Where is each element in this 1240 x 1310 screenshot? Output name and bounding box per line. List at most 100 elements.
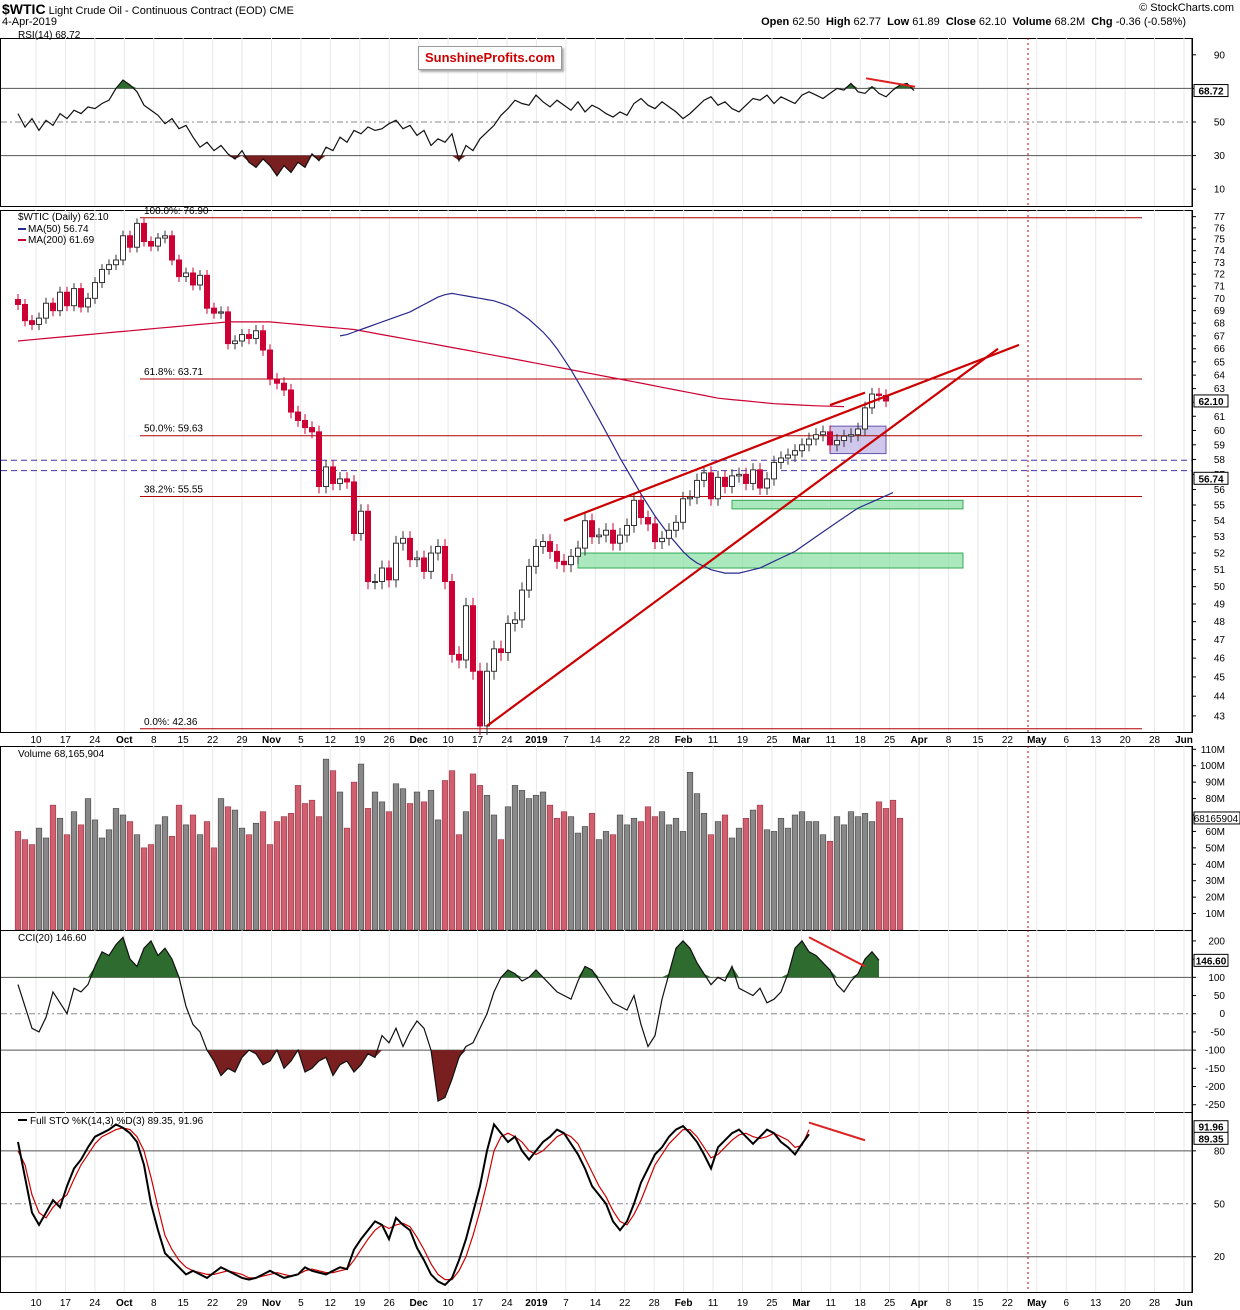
candle-body [302, 419, 308, 429]
candle-body [659, 537, 665, 543]
candle-body [484, 670, 490, 727]
price-tick-label-26: 51 [1214, 565, 1226, 576]
candle [575, 540, 581, 564]
x-tick-label-13: Dec [409, 735, 428, 746]
candle [736, 467, 742, 483]
price-tick-label-33: 44 [1214, 692, 1226, 703]
candle-body [771, 461, 777, 480]
volume-bar [105, 829, 113, 931]
price-x-axis: 10 17 24 Oct 8 15 22 29 Nov 5 12 19 26 Dec 10 17 24 2019 7… [30, 735, 1192, 746]
candle-body [848, 434, 854, 437]
cci-last-tag: 146.60 [1196, 956, 1227, 967]
candle-body [820, 431, 826, 436]
volume-bar [581, 826, 589, 931]
candle-body [365, 510, 371, 583]
candle [806, 432, 812, 452]
volume-bar [714, 821, 722, 931]
volume-bar [63, 834, 71, 931]
candle [449, 573, 455, 663]
candle-body [477, 670, 483, 727]
candle [176, 254, 182, 282]
candle [316, 425, 322, 494]
candle [561, 553, 567, 573]
volume-bar [756, 804, 764, 931]
x-tick-label-31: 8 [946, 735, 952, 746]
volume-bar [350, 781, 358, 931]
candle [148, 236, 154, 252]
price-tick-label-24: 53 [1214, 532, 1226, 543]
candle [400, 531, 406, 551]
price-tick-label-22: 55 [1214, 500, 1226, 511]
candle [708, 466, 714, 506]
x-tick-label-22: Feb [675, 1298, 693, 1309]
candle [120, 230, 126, 266]
candle [190, 267, 196, 291]
cci-negative-fill [18, 1050, 879, 1102]
candle-body [778, 457, 784, 463]
candle [666, 523, 672, 546]
volume-tick-label-10: 10M [1206, 909, 1225, 920]
candle [743, 467, 749, 491]
volume-bar [231, 809, 239, 931]
candle-body [344, 478, 350, 483]
candle-body [155, 237, 161, 247]
candle-body [253, 330, 259, 339]
x-tick-label-8: Nov [262, 735, 281, 746]
candle-body [232, 340, 238, 345]
candle-body [190, 272, 196, 286]
candle-body [827, 431, 833, 446]
price-tick-label-8: 69 [1214, 306, 1226, 317]
x-tick-label-7: 29 [236, 1298, 248, 1309]
x-tick-label-17: 2019 [525, 1298, 548, 1309]
candle [78, 283, 84, 313]
volume-bar [777, 817, 785, 931]
candle-body [400, 537, 406, 544]
candle-body [708, 472, 714, 500]
volume-bar [175, 804, 183, 931]
volume-bar [259, 811, 267, 931]
volume-bar [791, 814, 799, 931]
volume-bar [651, 816, 659, 931]
candle [715, 470, 721, 506]
x-tick-label-6: 22 [207, 735, 219, 746]
candle-body [435, 545, 441, 554]
candle [848, 428, 854, 443]
candle [554, 544, 560, 569]
volume-value: 68.2M [1054, 16, 1086, 28]
price-tick-label-30: 47 [1214, 635, 1226, 646]
candle-body [596, 534, 602, 538]
x-tick-label-5: 15 [178, 735, 190, 746]
candle [43, 297, 49, 324]
volume-bar [616, 814, 624, 931]
price-tick-label-10: 67 [1214, 331, 1226, 342]
volume-bar [161, 816, 169, 931]
volume-bar [875, 801, 883, 931]
rsi-tick-label-4: 10 [1214, 185, 1226, 196]
candle [722, 470, 728, 494]
volume-bar [182, 824, 190, 931]
cci-tick-label-6: -100 [1205, 1046, 1225, 1057]
volume-bar [273, 821, 281, 931]
x-tick-label-32: 15 [972, 1298, 984, 1309]
candle [624, 518, 630, 543]
candle [680, 491, 686, 530]
candle [785, 448, 791, 465]
candle-body [736, 473, 742, 477]
price-tick-label-18: 59 [1214, 440, 1226, 451]
candle [204, 270, 210, 314]
candle [113, 254, 119, 271]
chg-label: Chg [1091, 16, 1113, 28]
x-tick-label-2: 24 [89, 735, 101, 746]
volume-tick-label-2: 90M [1206, 778, 1225, 789]
candle-body [540, 541, 546, 547]
volume-bar [49, 804, 57, 931]
cci-tick-label-3: 50 [1214, 991, 1226, 1002]
fib-label-2: 50.0%: 59.63 [144, 424, 203, 435]
x-tick-label-21: 28 [649, 735, 661, 746]
candle [603, 523, 609, 543]
x-tick-label-9: 5 [298, 1298, 304, 1309]
price-tick-label-16: 61 [1214, 412, 1226, 423]
x-tick-label-37: 20 [1120, 735, 1132, 746]
candle-body [421, 557, 427, 572]
volume-bar [462, 811, 470, 931]
